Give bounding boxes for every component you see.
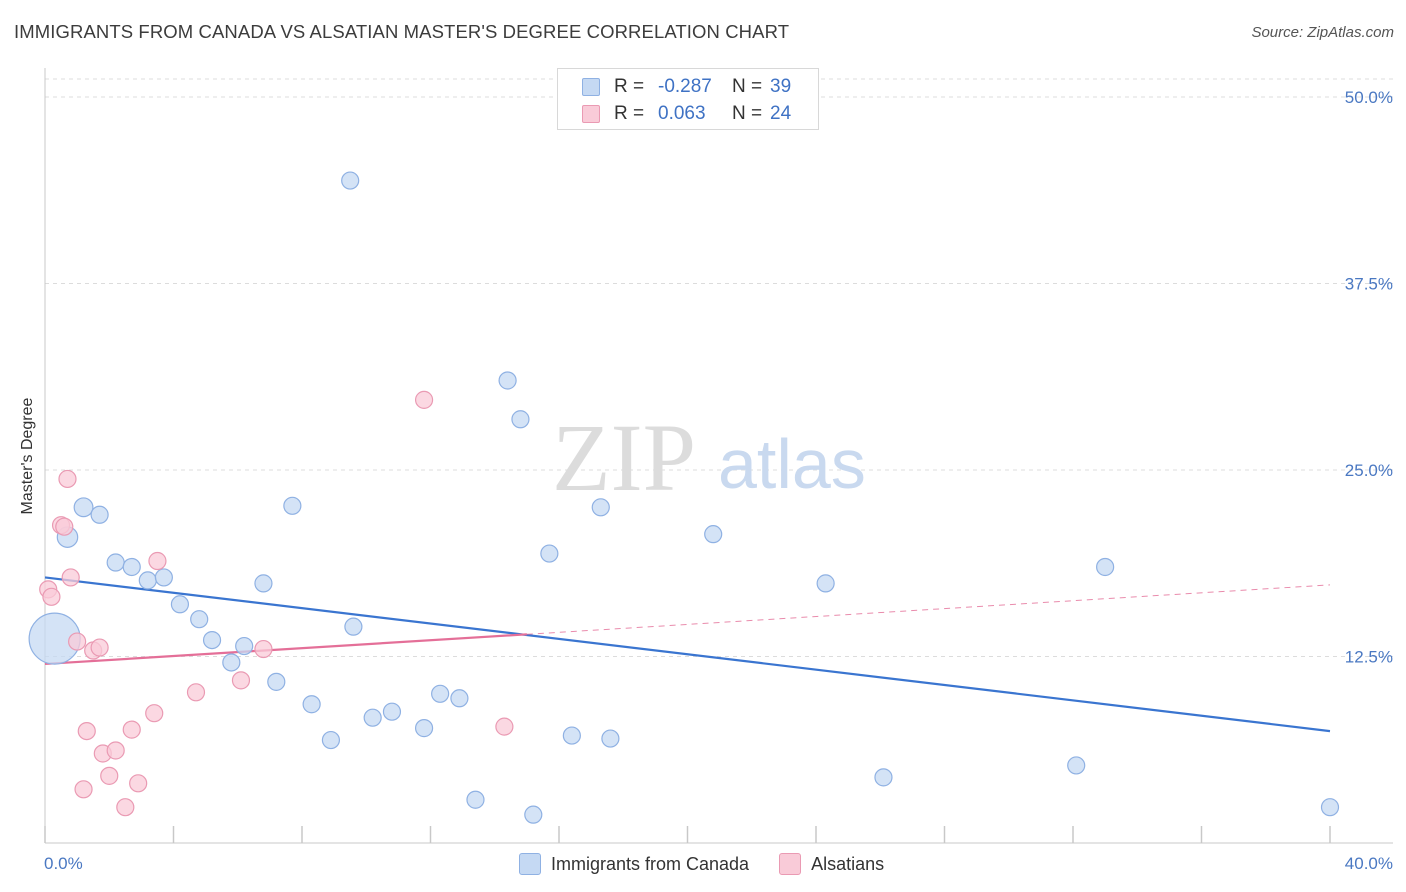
data-point-blue bbox=[190, 610, 209, 629]
legend-swatch-blue bbox=[582, 78, 600, 96]
trend-line-pink bbox=[44, 633, 527, 666]
data-point-pink bbox=[254, 639, 273, 659]
data-point-pink bbox=[74, 780, 93, 799]
data-point-pink bbox=[116, 798, 135, 817]
chart-source: Source: ZipAtlas.com bbox=[1251, 24, 1394, 41]
series-legend-item-canada[interactable]: Immigrants from Canada bbox=[519, 853, 749, 875]
series-legend-item-alsatians[interactable]: Alsatians bbox=[779, 853, 884, 875]
legend-r-value: -0.287 bbox=[658, 76, 712, 97]
data-point-blue bbox=[341, 171, 360, 190]
data-point-blue bbox=[222, 653, 241, 672]
data-point-blue bbox=[235, 636, 254, 656]
data-point-blue bbox=[254, 574, 273, 593]
data-point-blue bbox=[382, 702, 402, 721]
data-point-blue bbox=[90, 505, 109, 524]
trend-line-blue bbox=[44, 576, 1331, 733]
data-point-pink bbox=[122, 720, 141, 739]
data-point-pink bbox=[414, 390, 434, 409]
series-legend: Immigrants from Canada Alsatians bbox=[519, 852, 914, 876]
data-point-blue bbox=[1320, 798, 1340, 817]
x-tick-label-min: 0.0% bbox=[44, 854, 83, 873]
data-point-pink bbox=[495, 717, 514, 736]
legend-n-value: 24 bbox=[770, 103, 792, 124]
y-tick-label: 50.0% bbox=[1345, 88, 1393, 107]
data-point-pink bbox=[90, 638, 109, 657]
data-point-blue bbox=[450, 689, 469, 708]
legend-row-alsatians: R = 0.063 N = 24 bbox=[582, 102, 791, 126]
grid-lines bbox=[45, 78, 1393, 657]
data-point-blue bbox=[363, 708, 382, 727]
data-point-pink bbox=[145, 704, 164, 723]
watermark-atlas: atlas bbox=[718, 425, 866, 503]
data-point-blue bbox=[816, 574, 835, 593]
legend-n-label: N = bbox=[732, 76, 763, 97]
series-swatch-blue bbox=[519, 853, 541, 875]
tick-labels: 0.0% 40.0% 12.5% 25.0% 37.5% 50.0% bbox=[44, 88, 1393, 873]
data-point-pink bbox=[231, 671, 251, 690]
y-tick-label: 37.5% bbox=[1345, 275, 1393, 294]
data-point-pink bbox=[100, 766, 119, 785]
data-point-blue bbox=[1096, 557, 1115, 577]
y-tick-label: 12.5% bbox=[1345, 648, 1393, 667]
data-point-pink bbox=[61, 568, 80, 587]
series-swatch-pink bbox=[779, 853, 802, 875]
data-point-blue bbox=[601, 729, 620, 748]
x-tick-label-max: 40.0% bbox=[1345, 854, 1393, 873]
data-point-blue bbox=[540, 544, 559, 563]
data-point-blue bbox=[202, 630, 222, 650]
data-point-blue bbox=[138, 571, 157, 590]
data-point-blue bbox=[414, 719, 434, 738]
series-legend-label: Alsatians bbox=[811, 853, 885, 874]
data-point-pink bbox=[129, 774, 148, 793]
data-point-blue bbox=[704, 525, 723, 544]
data-point-blue bbox=[498, 371, 517, 390]
trend-lines bbox=[44, 576, 1331, 733]
y-tick-label: 25.0% bbox=[1345, 461, 1393, 480]
data-point-blue bbox=[431, 684, 450, 703]
data-point-blue bbox=[321, 730, 341, 750]
data-point-blue bbox=[302, 695, 321, 714]
legend-n-label: N = bbox=[732, 103, 763, 124]
data-point-blue bbox=[267, 672, 286, 691]
data-points bbox=[28, 171, 1340, 824]
correlation-legend: R = -0.287 N = 39 R = 0.063 N = 24 bbox=[557, 68, 819, 130]
legend-row-canada: R = -0.287 N = 39 bbox=[582, 75, 791, 99]
data-point-pink bbox=[58, 469, 77, 489]
legend-r-value: 0.063 bbox=[658, 103, 706, 124]
data-point-blue bbox=[524, 805, 543, 824]
data-point-pink bbox=[106, 741, 125, 760]
legend-n-value: 39 bbox=[770, 76, 792, 97]
data-point-pink bbox=[42, 587, 61, 606]
data-point-pink bbox=[77, 721, 96, 741]
data-point-pink bbox=[148, 551, 167, 571]
watermark: ZIP atlas bbox=[552, 404, 866, 511]
trend-line-pink-dashed bbox=[526, 584, 1331, 635]
data-point-blue bbox=[874, 768, 893, 787]
data-point-blue bbox=[511, 410, 530, 429]
data-point-pink bbox=[186, 683, 206, 702]
data-point-blue bbox=[1067, 756, 1086, 775]
data-point-blue bbox=[344, 617, 363, 636]
data-point-blue bbox=[73, 497, 94, 518]
legend-swatch-pink bbox=[582, 105, 600, 123]
data-point-blue bbox=[466, 790, 485, 809]
data-point-pink bbox=[68, 632, 87, 651]
data-point-blue bbox=[106, 553, 125, 572]
chart-title: IMMIGRANTS FROM CANADA VS ALSATIAN MASTE… bbox=[14, 21, 790, 42]
series-legend-label: Immigrants from Canada bbox=[551, 853, 750, 874]
axes bbox=[44, 68, 1393, 844]
data-point-blue bbox=[154, 568, 173, 587]
data-point-pink bbox=[55, 517, 74, 536]
data-point-blue bbox=[591, 498, 610, 517]
data-point-blue bbox=[170, 595, 190, 614]
data-point-blue bbox=[122, 557, 141, 577]
legend-r-label: R = bbox=[614, 76, 645, 97]
data-point-blue bbox=[562, 726, 581, 745]
watermark-zip: ZIP bbox=[552, 404, 696, 511]
data-point-blue bbox=[283, 496, 302, 515]
legend-r-label: R = bbox=[614, 103, 645, 124]
